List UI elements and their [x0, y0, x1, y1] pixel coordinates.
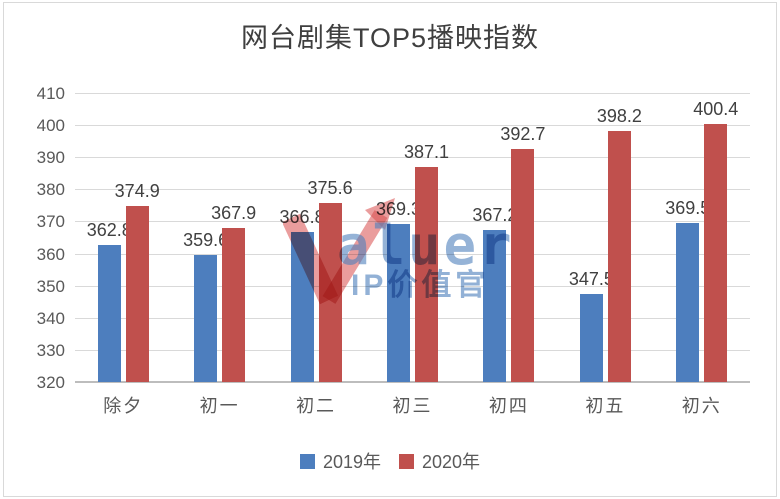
x-axis: 除夕 初一 初二 初三 初四 初五 初六	[75, 392, 750, 418]
legend-item-2020: 2020年	[399, 448, 480, 474]
y-axis: 410 400 390 380 370 360 350 340 330 320	[10, 84, 65, 392]
y-tick-label: 340	[36, 308, 65, 328]
bar-value-label: 400.4	[693, 98, 739, 119]
bar-value-label: 398.2	[596, 105, 642, 126]
gridline	[75, 93, 750, 94]
legend-label-2020: 2020年	[422, 452, 481, 472]
legend: 2019年 2020年	[0, 449, 780, 473]
bar-2020年-初一	[222, 228, 246, 382]
x-category-label: 初五	[585, 396, 626, 416]
bar-2020年-初四	[511, 148, 535, 382]
bar-2019年-除夕	[97, 244, 121, 382]
y-tick-label: 390	[36, 148, 65, 168]
bar-2020年-初三	[415, 166, 438, 382]
bar-value-label: 392.7	[500, 123, 546, 144]
x-category-label: 初三	[392, 396, 433, 416]
bar-2020年-初六	[704, 123, 728, 382]
bar-value-label: 367.9	[211, 203, 257, 224]
gridline	[75, 381, 750, 383]
x-category-label: 初六	[681, 396, 722, 416]
bar-value-label: 387.1	[403, 141, 450, 162]
bar-2019年-初五	[579, 293, 603, 382]
bar-2020年-初五	[607, 130, 631, 382]
y-tick-label: 320	[36, 373, 65, 392]
bar-value-label: 375.6	[307, 178, 353, 199]
gridline	[75, 157, 750, 159]
legend-swatch-2019-icon	[299, 453, 315, 469]
legend-swatch-2020-icon	[399, 453, 414, 469]
bar-value-label: 374.9	[114, 180, 160, 201]
gridline	[75, 189, 750, 191]
x-category-label: 初二	[296, 396, 337, 416]
bar-value-label: 362.8	[86, 219, 132, 240]
gridline	[75, 349, 750, 351]
y-tick-label: 330	[36, 340, 65, 360]
bar-value-label: 347.5	[568, 268, 614, 289]
bar-value-label: 359.6	[183, 229, 229, 250]
y-tick-label: 410	[36, 84, 65, 103]
chart-title: 网台剧集TOP5播映指数	[240, 23, 540, 53]
gridline	[75, 221, 750, 223]
y-tick-label: 380	[36, 180, 65, 200]
bar-2019年-初四	[483, 230, 507, 382]
bar-2020年-初二	[318, 203, 342, 382]
legend-item-2019: 2019年	[299, 448, 381, 474]
y-tick-label: 360	[36, 244, 65, 264]
x-category-label: 除夕	[103, 396, 144, 416]
bar-value-label: 367.2	[472, 205, 518, 226]
y-tick-label: 350	[36, 276, 65, 296]
bar-2020年-除夕	[125, 205, 149, 382]
gridline	[75, 253, 750, 255]
legend-label-2019: 2019年	[322, 452, 381, 472]
x-category-label: 初四	[488, 396, 529, 416]
gridline	[75, 285, 750, 287]
bar-2019年-初一	[194, 254, 218, 382]
bar-2019年-初六	[676, 223, 700, 382]
bar-2019年-初三	[387, 223, 410, 382]
x-category-label: 初一	[199, 396, 240, 416]
y-tick-label: 370	[36, 212, 65, 232]
bar-2019年-初二	[290, 231, 314, 382]
y-tick-label: 400	[36, 116, 65, 136]
gridline	[75, 317, 750, 319]
gridline	[75, 125, 750, 127]
bar-value-label: 369.5	[665, 198, 711, 219]
plot-area: 362.8 374.9 359.6 367.9 366.8 375.6 369.3 387.1…	[75, 93, 750, 383]
